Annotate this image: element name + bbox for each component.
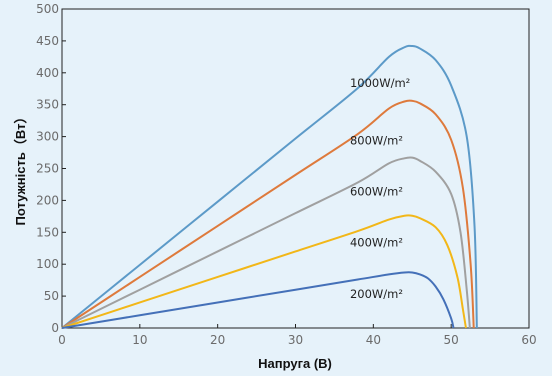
- y-tick-label: 300: [36, 130, 59, 144]
- x-tick-label: 50: [444, 333, 459, 347]
- plot-area: 0 10 20 30 40 50 60 0 50 100 150 200 250 300 350 400 450…: [36, 2, 537, 347]
- y-tick-label: 100: [36, 257, 59, 271]
- curve-label: 200W/m²: [350, 287, 403, 301]
- y-tick-label: 400: [36, 66, 59, 80]
- x-tick-label: 30: [288, 333, 303, 347]
- curve-label: 600W/m²: [350, 184, 403, 198]
- curve-label: 800W/m²: [350, 133, 403, 147]
- y-tick-label: 250: [36, 162, 59, 176]
- x-tick-label: 40: [366, 333, 381, 347]
- y-tick-label: 50: [44, 289, 59, 303]
- x-tick-label: 0: [58, 333, 66, 347]
- y-axis-title: Потужність（Вт）: [13, 111, 28, 226]
- series-line: [61, 271, 455, 329]
- series-line: [61, 44, 478, 329]
- y-tick-label: 500: [36, 2, 59, 16]
- series-line: [61, 214, 467, 329]
- x-axis-title: Напруга (В): [258, 356, 332, 371]
- x-tick-label: 10: [132, 333, 147, 347]
- y-tick-label: 350: [36, 98, 59, 112]
- y-tick-label: 0: [51, 321, 59, 335]
- x-tick-label: 20: [210, 333, 225, 347]
- x-tick-label: 60: [521, 333, 536, 347]
- curve-label: 1000W/m²: [350, 76, 410, 90]
- y-tick-label: 450: [36, 34, 59, 48]
- y-tick-label: 200: [36, 193, 59, 207]
- series-line: [61, 156, 471, 329]
- series-line: [61, 99, 475, 329]
- y-tick-label: 150: [36, 225, 59, 239]
- curve-label: 400W/m²: [350, 235, 403, 249]
